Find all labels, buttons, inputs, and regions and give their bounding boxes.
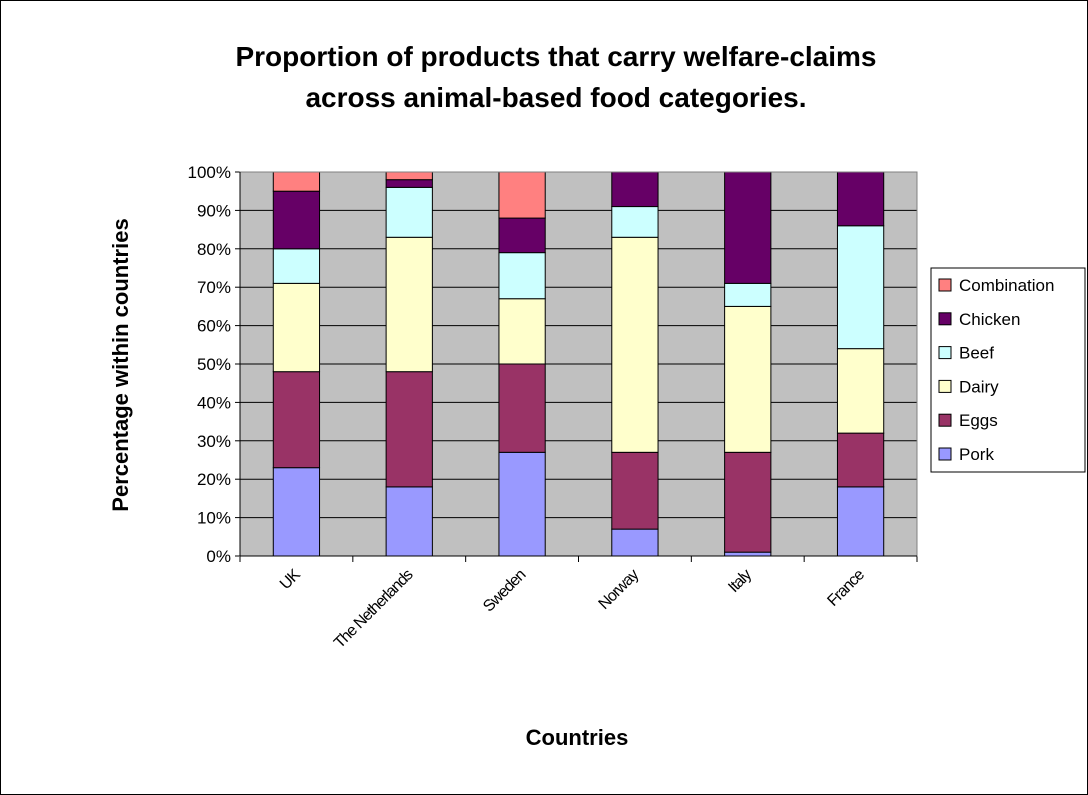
y-tick-label: 80% <box>197 240 231 259</box>
x-axis-title: Countries <box>526 725 629 750</box>
chart-title-line-1: Proportion of products that carry welfar… <box>235 41 876 72</box>
bar-segment-eggs <box>612 452 658 529</box>
bar-segment-combination <box>273 172 319 191</box>
y-tick-label: 20% <box>197 470 231 489</box>
bar-segment-chicken <box>837 172 883 226</box>
bar-segment-beef <box>837 226 883 349</box>
legend-label-eggs: Eggs <box>959 411 998 430</box>
y-tick-label: 40% <box>197 393 231 412</box>
bar-segment-eggs <box>386 372 432 487</box>
bar-segment-chicken <box>273 191 319 249</box>
y-tick-label: 70% <box>197 278 231 297</box>
bar-segment-eggs <box>725 452 771 552</box>
legend-label-beef: Beef <box>959 344 994 363</box>
legend-swatch-eggs <box>939 414 951 426</box>
y-tick-label: 60% <box>197 317 231 336</box>
bar-segment-chicken <box>386 180 432 188</box>
legend-box <box>931 268 1085 472</box>
x-category-label: UK <box>277 566 304 593</box>
bar-segment-dairy <box>499 299 545 364</box>
legend-swatch-chicken <box>939 313 951 325</box>
bar-segment-dairy <box>273 283 319 371</box>
bar-segment-eggs <box>273 372 319 468</box>
chart-title-line-2: across animal-based food categories. <box>305 82 806 113</box>
legend-swatch-dairy <box>939 380 951 392</box>
bar-segment-pork <box>612 529 658 556</box>
x-category-label: Sweden <box>480 567 529 616</box>
y-axis-title: Percentage within countries <box>108 218 133 511</box>
bar-segment-chicken <box>499 218 545 253</box>
bar-segment-dairy <box>612 237 658 452</box>
bar-segment-combination <box>499 172 545 218</box>
x-category-label: The Netherlands <box>331 566 417 652</box>
bar-segment-beef <box>725 283 771 306</box>
y-tick-label: 90% <box>197 201 231 220</box>
bar-segment-eggs <box>837 433 883 487</box>
legend-label-dairy: Dairy <box>959 377 999 396</box>
y-tick-label: 0% <box>206 547 231 566</box>
legend-swatch-beef <box>939 347 951 359</box>
bar-segment-chicken <box>725 172 771 283</box>
legend-label-pork: Pork <box>959 445 994 464</box>
x-category-label: France <box>824 566 868 610</box>
bar-segment-dairy <box>386 237 432 371</box>
bar-segment-beef <box>386 187 432 237</box>
y-tick-label: 10% <box>197 509 231 528</box>
legend-label-chicken: Chicken <box>959 310 1020 329</box>
bar-segment-dairy <box>725 306 771 452</box>
bar-segment-pork <box>725 552 771 556</box>
bar-segment-chicken <box>612 172 658 207</box>
x-category-label: Italy <box>725 566 755 596</box>
legend-label-combination: Combination <box>959 276 1054 295</box>
bar-segment-beef <box>612 207 658 238</box>
bar-segment-pork <box>273 468 319 556</box>
bar-segment-combination <box>386 172 432 180</box>
bar-segment-pork <box>837 487 883 556</box>
bar-segment-pork <box>386 487 432 556</box>
legend-swatch-combination <box>939 279 951 291</box>
bar-segment-pork <box>499 452 545 556</box>
bar-segment-dairy <box>837 349 883 433</box>
x-category-label: Norway <box>596 566 643 613</box>
y-tick-label: 30% <box>197 432 231 451</box>
y-tick-label: 100% <box>188 163 231 182</box>
bar-segment-beef <box>499 253 545 299</box>
y-tick-label: 50% <box>197 355 231 374</box>
bar-segment-beef <box>273 249 319 284</box>
legend-swatch-pork <box>939 448 951 460</box>
bar-segment-eggs <box>499 364 545 452</box>
